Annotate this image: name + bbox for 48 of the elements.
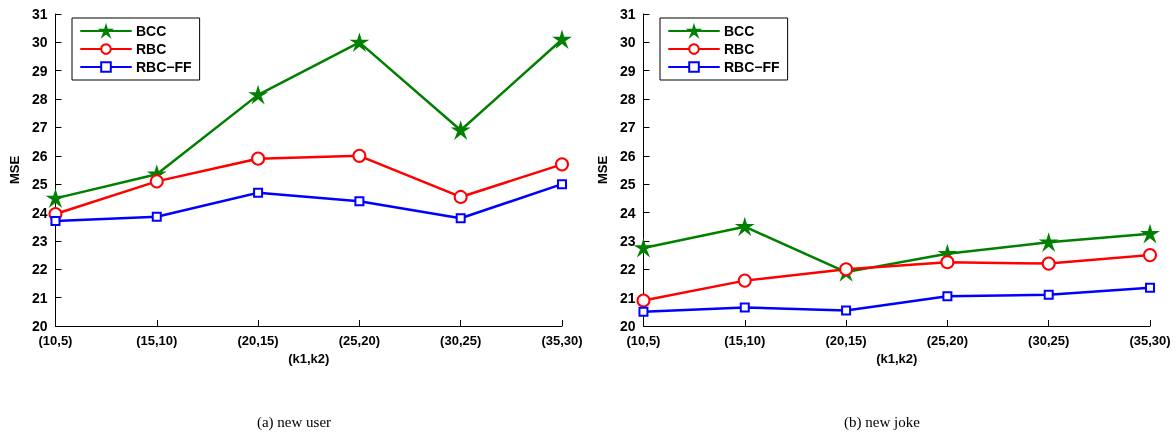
y-tick-label: 31	[619, 6, 636, 22]
x-tick-label: (10,5)	[626, 333, 661, 348]
y-tick-label: 28	[31, 91, 48, 108]
text: (a) new user	[256, 413, 332, 431]
legend-label: RBC−FF	[136, 59, 193, 75]
y-tick-label: 30	[31, 34, 48, 51]
y-tick-label: 22	[31, 261, 48, 278]
y-axis-title: MSE	[595, 155, 610, 185]
x-tick-label: (25,20)	[338, 333, 380, 348]
x-tick-label: (30,25)	[1028, 333, 1070, 348]
y-tick-label: 25	[31, 176, 48, 193]
y-tick-label: 23	[31, 232, 48, 249]
x-tick-label: (25,20)	[926, 333, 968, 348]
x-tick-label: (35,30)	[541, 333, 583, 348]
x-tick-label: (20,15)	[237, 333, 279, 348]
y-tick-label: 22	[619, 261, 636, 278]
x-tick-label: (15,10)	[724, 333, 766, 348]
y-tick-label: 23	[619, 232, 636, 249]
legend-label: BCC	[136, 23, 167, 39]
text: (b) new joke	[844, 413, 921, 431]
y-axis-title: MSE	[7, 155, 22, 185]
legend-label: RBC−FF	[724, 59, 781, 75]
y-tick-label: 24	[619, 204, 636, 221]
x-tick-label: (10,5)	[38, 333, 73, 348]
x-axis-title: (k1,k2)	[288, 350, 330, 366]
legend-label: RBC	[136, 41, 167, 57]
y-tick-label: 20	[31, 318, 48, 334]
x-tick-label: (15,10)	[136, 333, 178, 348]
y-tick-label: 30	[619, 34, 636, 51]
y-tick-label: 29	[31, 62, 48, 79]
y-tick-label: 28	[619, 91, 636, 108]
y-tick-label: 27	[31, 119, 48, 136]
x-tick-label: (20,15)	[825, 333, 867, 348]
y-tick-label: 21	[619, 289, 636, 306]
y-tick-label: 26	[31, 147, 48, 164]
y-tick-label: 31	[31, 6, 48, 22]
y-tick-label: 21	[31, 289, 48, 306]
x-axis-title: (k1,k2)	[876, 350, 918, 366]
y-tick-label: 24	[31, 204, 48, 221]
y-tick-label: 29	[619, 62, 636, 79]
legend-label: RBC	[724, 41, 755, 57]
y-tick-label: 25	[619, 176, 636, 193]
x-tick-label: (35,30)	[1129, 333, 1171, 348]
y-tick-label: 20	[619, 318, 636, 334]
x-tick-label: (30,25)	[440, 333, 482, 348]
legend-label: BCC	[724, 23, 755, 39]
y-tick-label: 27	[619, 119, 636, 136]
y-tick-label: 26	[619, 147, 636, 164]
